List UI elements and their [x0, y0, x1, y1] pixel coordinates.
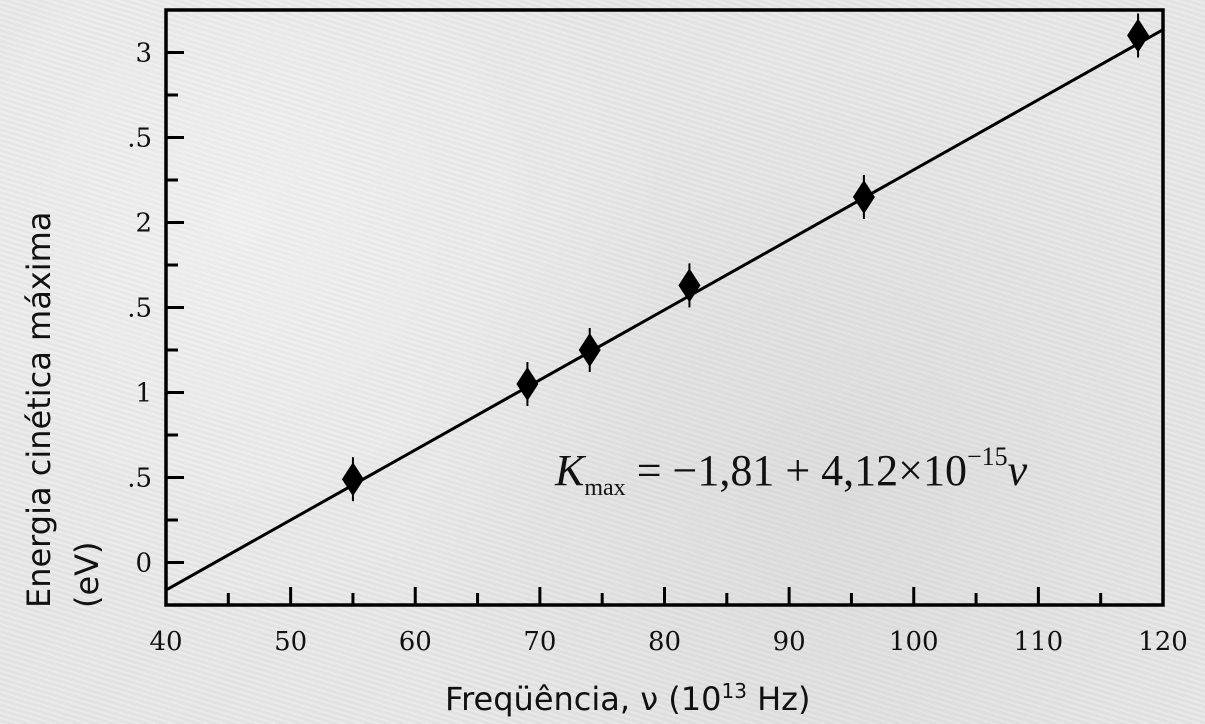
data-point	[852, 180, 875, 214]
x-tick-label: 60	[399, 627, 432, 657]
x-tick-label: 80	[648, 627, 681, 657]
x-tick-label: 110	[1014, 627, 1064, 657]
data-point	[341, 462, 364, 497]
y-axis-title-line2: (eV)	[68, 541, 106, 608]
data-series	[341, 13, 1150, 502]
x-tick-label: 40	[149, 627, 182, 657]
y-tick-label: 0	[135, 549, 152, 579]
x-tick-label: 50	[274, 627, 307, 657]
data-point	[578, 333, 601, 367]
y-tick-label: 1	[135, 379, 152, 409]
y-tick-label: .5	[127, 294, 152, 324]
x-tick-label: 70	[523, 627, 556, 657]
y-tick-label: .5	[127, 464, 152, 494]
data-point	[516, 367, 539, 401]
x-tick-label: 120	[1138, 627, 1188, 657]
x-tick-label: 90	[773, 627, 806, 657]
fit-line	[165, 28, 1164, 592]
y-axis-title-line1: Energia cinética máxima	[20, 212, 58, 608]
y-tick-label: 2	[135, 209, 152, 239]
y-tick-label: 3	[135, 39, 152, 69]
data-point	[678, 268, 701, 303]
x-axis: 40 50 60 70 80 90 100 110 120	[149, 587, 1188, 657]
fit-equation: Kmax = −1,81 + 4,12×10−15ν	[554, 442, 1028, 501]
data-point	[1127, 18, 1150, 53]
x-axis-title: Freqüência, ν (1013 Hz)	[445, 679, 810, 718]
y-tick-label: .5	[127, 124, 152, 154]
plot-frame	[164, 8, 1165, 607]
y-axis: 0 .5 1 .5 2 .5 3	[127, 8, 184, 607]
x-tick-label: 100	[889, 627, 939, 657]
plot-area	[164, 8, 1165, 607]
